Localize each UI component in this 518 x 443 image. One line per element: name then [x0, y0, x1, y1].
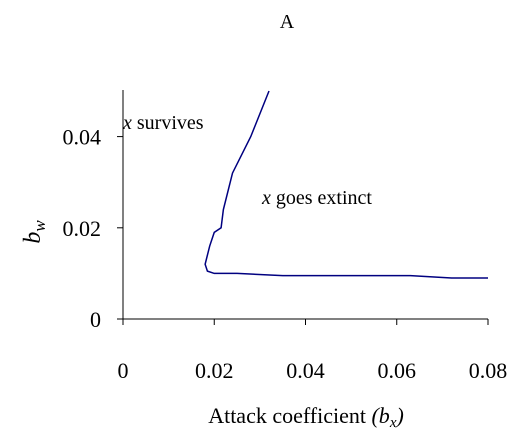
x-tick-label: 0 [118, 358, 129, 383]
data-line [204, 90, 488, 279]
chart-title: A [280, 11, 295, 33]
y-axis-label: bw [20, 220, 49, 244]
annotation-var: x [122, 112, 132, 134]
x-axis-label: Attack coefficient (bx) [208, 403, 404, 431]
x-axis-label-text: Attack coefficient [208, 403, 366, 428]
x-tick-label: 0.02 [195, 358, 234, 383]
x-axis-label-sub: x [389, 415, 397, 431]
y-tick-label: 0.02 [63, 216, 102, 241]
x-tick-label: 0.08 [469, 358, 508, 383]
y-tick-label: 0 [90, 307, 101, 332]
y-axis-label-sub: w [30, 220, 49, 232]
annotation: x goes extinct [261, 187, 372, 209]
x-axis-label-var: (b [371, 403, 389, 428]
y-axis-label-var: b [20, 232, 46, 244]
x-tick-label: 0.06 [378, 358, 417, 383]
y-tick-label: 0.04 [63, 125, 102, 150]
annotation-text: survives [137, 112, 204, 134]
annotation-var: x [261, 187, 271, 209]
x-axis-label-close: ) [394, 403, 403, 428]
annotation-text: goes extinct [276, 187, 373, 209]
x-tick-label: 0.04 [286, 358, 325, 383]
annotation: x survives [122, 112, 204, 134]
